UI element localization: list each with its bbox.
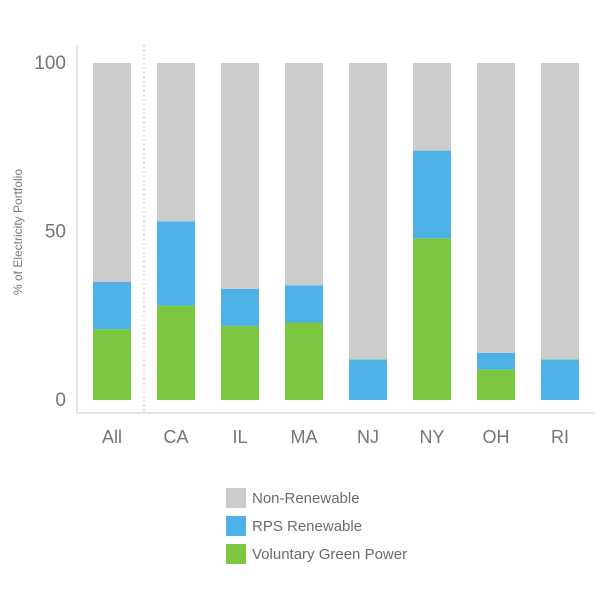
bar-segment-non-renewable bbox=[349, 63, 387, 360]
bar-segment-voluntary-green-power bbox=[93, 329, 131, 400]
bar-segment-rps-renewable bbox=[541, 359, 579, 400]
x-tick-label: NJ bbox=[357, 427, 379, 447]
bar-segment-voluntary-green-power bbox=[413, 238, 451, 400]
x-tick-label: RI bbox=[551, 427, 569, 447]
bar-segment-voluntary-green-power bbox=[157, 305, 195, 400]
x-tick-label: CA bbox=[163, 427, 188, 447]
bar-segment-rps-renewable bbox=[157, 221, 195, 306]
bar-segment-non-renewable bbox=[477, 63, 515, 353]
bar-segment-rps-renewable bbox=[413, 150, 451, 239]
bar-segment-voluntary-green-power bbox=[477, 369, 515, 400]
legend-item-non-renewable: Non-Renewable bbox=[226, 484, 407, 512]
x-tick-label: MA bbox=[291, 427, 318, 447]
legend-label: Non-Renewable bbox=[252, 489, 360, 507]
legend-swatch bbox=[226, 488, 246, 508]
x-tick-label: IL bbox=[232, 427, 247, 447]
y-tick-label: 50 bbox=[45, 222, 66, 243]
bar-segment-rps-renewable bbox=[477, 352, 515, 370]
x-tick-label: NY bbox=[419, 427, 444, 447]
bar-segment-rps-renewable bbox=[93, 282, 131, 330]
bar-segment-rps-renewable bbox=[285, 285, 323, 323]
bar-segment-non-renewable bbox=[285, 63, 323, 286]
bar-segment-voluntary-green-power bbox=[221, 325, 259, 400]
legend-swatch bbox=[226, 544, 246, 564]
chart-legend: Non-Renewable RPS Renewable Voluntary Gr… bbox=[226, 484, 407, 568]
x-tick-label: All bbox=[102, 427, 122, 447]
legend-label: RPS Renewable bbox=[252, 517, 363, 535]
y-axis-label: % of Electricity Portfolio bbox=[11, 169, 25, 295]
bar-segment-non-renewable bbox=[157, 63, 195, 222]
bar-segment-non-renewable bbox=[93, 63, 131, 283]
bar-segment-non-renewable bbox=[541, 63, 579, 360]
legend-swatch bbox=[226, 516, 246, 536]
legend-label: Voluntary Green Power bbox=[252, 545, 408, 563]
legend-item-voluntary-green-power: Voluntary Green Power bbox=[226, 540, 407, 568]
bar-segment-rps-renewable bbox=[221, 288, 259, 326]
bar-segment-rps-renewable bbox=[349, 359, 387, 400]
y-tick-label: 100 bbox=[34, 53, 66, 74]
x-tick-label: OH bbox=[483, 427, 510, 447]
bar-segment-non-renewable bbox=[221, 63, 259, 289]
y-tick-label: 0 bbox=[55, 390, 66, 411]
bar-segment-non-renewable bbox=[413, 63, 451, 151]
bar-segment-voluntary-green-power bbox=[285, 322, 323, 400]
legend-item-rps-renewable: RPS Renewable bbox=[226, 512, 407, 540]
